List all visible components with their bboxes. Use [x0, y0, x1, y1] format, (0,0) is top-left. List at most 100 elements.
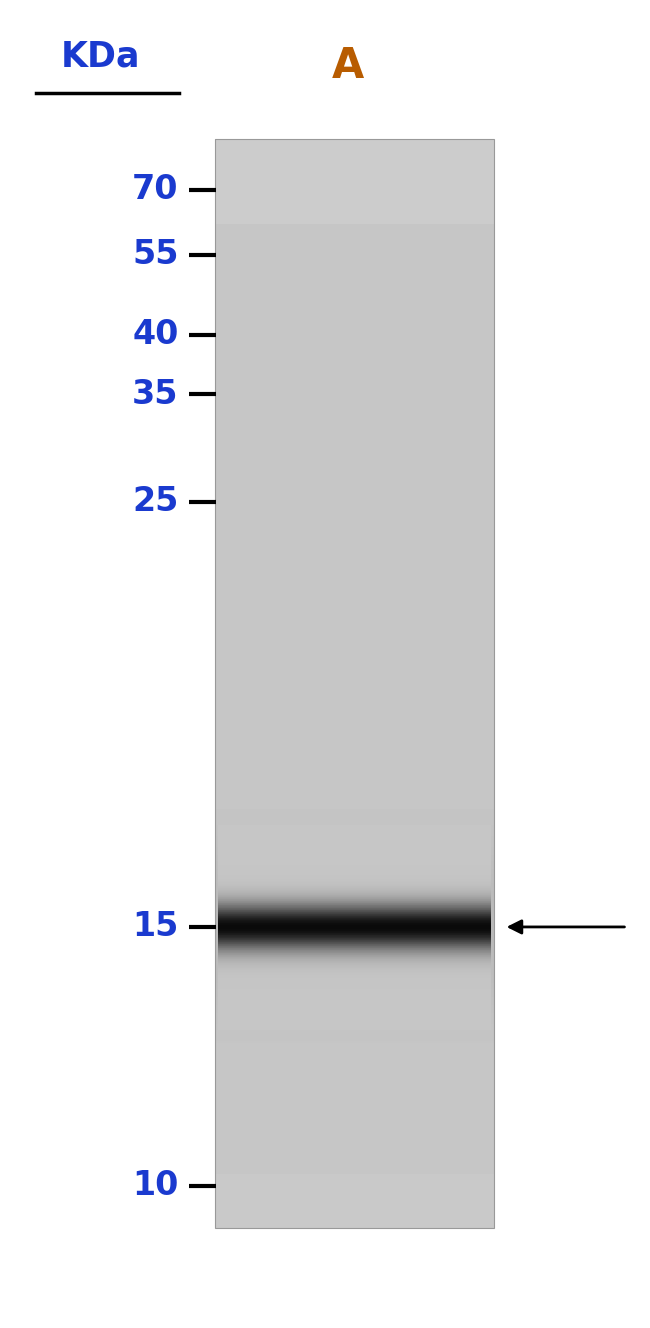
Bar	[214, 390, 494, 393]
Bar	[214, 471, 494, 474]
Bar	[214, 1070, 494, 1073]
Bar	[214, 199, 494, 202]
Bar	[214, 425, 494, 428]
Bar	[214, 1190, 494, 1193]
Bar	[214, 385, 494, 388]
Bar	[214, 158, 494, 161]
Bar	[214, 861, 494, 863]
Bar	[214, 308, 494, 311]
Bar	[214, 932, 494, 935]
Bar	[214, 668, 494, 671]
Bar	[214, 401, 494, 404]
Bar	[214, 502, 494, 505]
Bar	[214, 339, 494, 341]
Bar	[214, 224, 494, 227]
Bar	[214, 946, 494, 948]
Bar	[214, 461, 494, 463]
Bar	[214, 1021, 494, 1024]
Bar	[214, 782, 494, 785]
Bar	[214, 344, 494, 347]
Bar	[214, 619, 494, 622]
Bar	[214, 714, 494, 717]
Bar	[214, 396, 494, 398]
Bar	[214, 608, 494, 611]
Bar	[214, 186, 494, 189]
Bar	[214, 264, 494, 267]
Bar	[214, 414, 494, 417]
Bar	[214, 333, 494, 336]
Bar	[214, 853, 494, 855]
Bar	[214, 248, 494, 251]
Text: 55: 55	[132, 239, 179, 271]
Bar	[214, 795, 494, 798]
Bar	[214, 463, 494, 466]
Bar	[214, 230, 494, 232]
Bar	[214, 969, 494, 972]
Bar	[214, 645, 494, 648]
Bar	[214, 1038, 494, 1041]
Bar	[214, 961, 494, 964]
Bar	[214, 572, 494, 575]
Bar	[214, 975, 494, 977]
Bar	[214, 324, 494, 327]
Bar	[214, 665, 494, 668]
Bar	[214, 409, 494, 412]
Bar	[214, 1201, 494, 1204]
Bar	[214, 1109, 494, 1112]
Bar	[214, 1135, 494, 1138]
Bar	[214, 788, 494, 790]
Bar	[214, 874, 494, 878]
Bar	[214, 806, 494, 809]
Bar	[214, 456, 494, 458]
Bar	[214, 1032, 494, 1035]
Bar	[214, 430, 494, 433]
Bar	[214, 705, 494, 708]
Bar	[214, 336, 494, 339]
Bar	[214, 894, 494, 896]
Bar	[214, 720, 494, 722]
Bar	[214, 378, 494, 381]
Bar	[214, 964, 494, 967]
Bar	[214, 956, 494, 959]
Bar	[214, 1057, 494, 1060]
Bar	[214, 596, 494, 599]
Bar	[214, 746, 494, 749]
Bar	[214, 752, 494, 754]
Bar	[214, 730, 494, 733]
Bar	[214, 406, 494, 409]
Bar	[214, 1041, 494, 1044]
Bar	[214, 744, 494, 746]
Bar	[214, 708, 494, 712]
Bar	[214, 529, 494, 531]
Bar	[214, 588, 494, 591]
Bar	[214, 349, 494, 352]
Bar	[214, 928, 494, 932]
Bar	[214, 801, 494, 803]
Bar	[214, 817, 494, 819]
Bar	[214, 995, 494, 997]
Bar	[214, 912, 494, 915]
Bar	[214, 173, 494, 175]
Bar	[214, 837, 494, 839]
Bar	[214, 863, 494, 866]
Bar	[214, 1171, 494, 1174]
Bar	[214, 1035, 494, 1038]
Bar	[214, 295, 494, 297]
Bar	[214, 1133, 494, 1135]
Bar	[214, 155, 494, 158]
Bar	[214, 948, 494, 951]
Bar	[214, 300, 494, 303]
Bar	[214, 733, 494, 736]
Bar	[214, 785, 494, 788]
Bar	[214, 760, 494, 762]
Bar	[214, 163, 494, 166]
Bar	[214, 772, 494, 774]
Bar	[214, 537, 494, 539]
Bar	[214, 485, 494, 487]
Bar	[214, 880, 494, 883]
Bar	[214, 938, 494, 940]
Bar	[214, 754, 494, 757]
Bar	[214, 466, 494, 469]
Bar	[214, 412, 494, 414]
Bar	[214, 1161, 494, 1163]
